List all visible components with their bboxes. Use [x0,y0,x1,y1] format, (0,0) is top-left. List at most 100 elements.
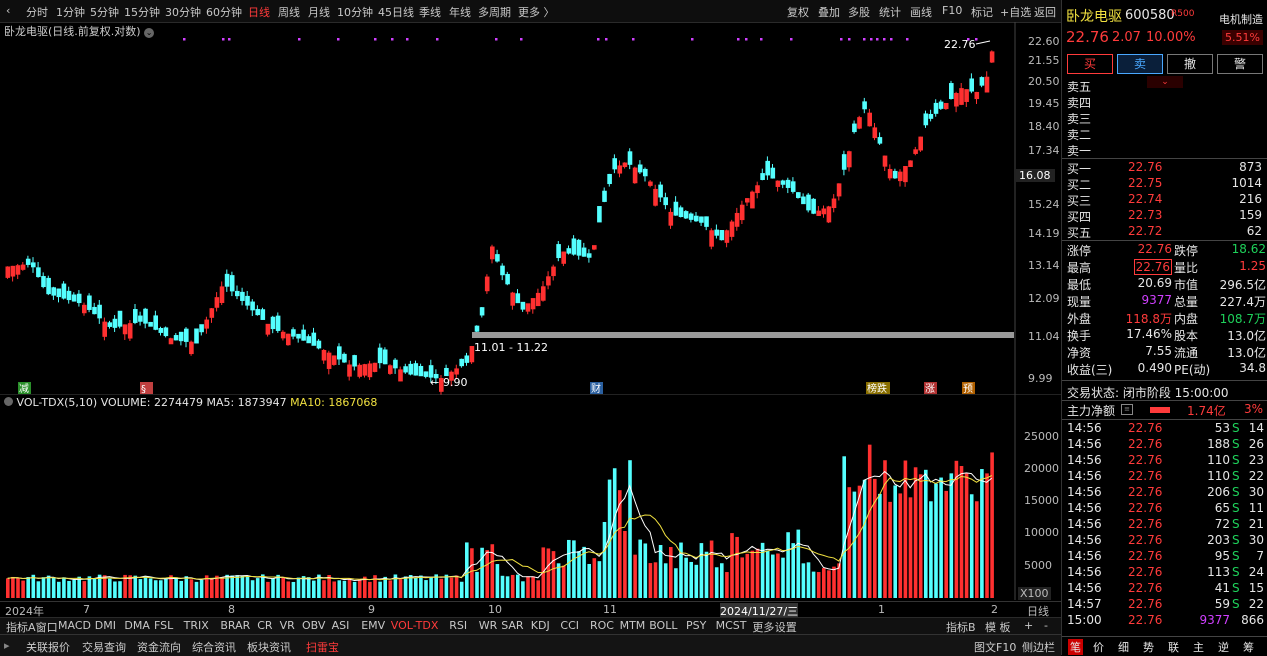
indicator-panel-control[interactable]: 指标B [946,621,976,634]
bid-volume: 159 [1239,208,1262,222]
period-tab-daily[interactable]: 日线 [248,6,270,19]
stats-button[interactable]: 统计 [879,6,901,19]
overlay-button[interactable]: 叠加 [818,6,840,19]
tick-time: 14:56 [1067,501,1102,515]
menu-icon[interactable]: ≡ [1121,404,1133,415]
volume-axis-label: 20000 [1024,462,1059,475]
indicator-tab[interactable]: DMI [94,619,117,632]
indicator-tab[interactable]: CR [257,619,273,632]
status-tab[interactable]: 关联报价 [26,641,70,654]
indicator-tab[interactable]: 设置 [774,621,797,634]
draw-button[interactable]: 画线 [910,6,932,19]
event-marker: 减 [19,383,29,395]
panel-footer-tab[interactable]: 价 [1093,641,1104,654]
indicator-tab[interactable]: MTM [619,619,646,632]
main-flow-bar [1150,407,1170,413]
return-button[interactable]: 返回 [1034,6,1056,19]
indicator-tab[interactable]: 指标A [6,621,36,634]
collapse-icon[interactable]: ⌄ [1147,76,1183,88]
indicator-tab[interactable]: PSY [686,619,707,632]
indicator-tab[interactable]: CCI [560,619,579,632]
indicator-tab[interactable]: MACD [58,619,91,632]
price-change: 2.07 [1112,30,1141,45]
indicator-tab[interactable]: WR [478,619,498,632]
f10-button[interactable]: F10 [942,4,963,17]
indicator-tab[interactable]: RSI [449,619,468,632]
period-tab[interactable]: 周线 [278,6,300,19]
volume-chart[interactable] [0,395,1061,600]
indicator-panel-control[interactable]: - [1044,619,1048,632]
indicator-tab[interactable]: KDJ [530,619,550,632]
adjust-button[interactable]: 复权 [787,6,809,19]
indicator-tab[interactable]: VOL-TDX [390,619,439,632]
candlestick-chart[interactable]: 22.76 9.90 ← 11.01 - 11.22 减 § 财 榜跌 涨 预 [0,22,1061,395]
volume-unit: X100 [1018,587,1051,600]
indicator-tab[interactable]: OBV [302,619,326,632]
period-tab[interactable]: 季线 [419,6,441,19]
status-tab[interactable]: 资金流向 [137,641,181,654]
status-tab[interactable]: 交易查询 [82,641,126,654]
expand-icon[interactable]: ▸ [4,639,10,652]
indicator-tab[interactable]: VR [279,619,295,632]
period-tab[interactable]: 1分钟 [56,6,85,19]
indicator-tab[interactable]: DMA [124,619,150,632]
panel-footer-tab[interactable]: 筹 [1243,641,1254,654]
indicator-tab[interactable]: ROC [590,619,614,632]
indicator-panel-control[interactable]: 模 板 [985,621,1011,634]
period-tab[interactable]: 10分钟 [337,6,373,19]
back-icon[interactable]: ‹ [6,4,11,17]
stat-label: 总量 [1174,295,1199,309]
period-tab[interactable]: 分时 [26,6,48,19]
period-tab[interactable]: 60分钟 [206,6,242,19]
buy-button[interactable]: 买 [1067,54,1113,74]
status-tab[interactable]: 板块资讯 [247,641,291,654]
period-tab[interactable]: 月线 [308,6,330,19]
volume-axis-label: 10000 [1024,526,1059,539]
indicator-tab[interactable]: EMV [361,619,386,632]
indicator-tab[interactable]: MCST [715,619,747,632]
chevron-down-icon[interactable]: ⌄ [144,28,155,38]
vol-ma10: MA10: 1867068 [290,396,378,409]
sector-name[interactable]: 电机制造 [1219,13,1263,26]
vol-info-icon[interactable] [4,397,13,406]
period-tab[interactable]: 5分钟 [90,6,119,19]
sidebar-toggle[interactable]: 侧边栏 [1022,641,1055,654]
panel-footer-tab[interactable]: 势 [1143,641,1154,654]
sell-button[interactable]: 卖 [1117,54,1163,74]
panel-footer-tab[interactable]: 主 [1193,641,1204,654]
indicator-tab[interactable]: FSL [154,619,174,632]
f10-link[interactable]: 图文F10 [974,641,1017,654]
indicator-tab[interactable]: 更多 [752,621,775,634]
price-axis-label: 18.40 [1028,120,1060,133]
tick-side: S [1232,501,1240,515]
period-tab[interactable]: 年线 [449,6,471,19]
date-label: 2024年 [5,605,44,618]
cancel-order-button[interactable]: 撤 [1167,54,1213,74]
panel-footer-tab[interactable]: 笔 [1068,639,1083,655]
indicator-tab[interactable]: BRAR [220,619,251,632]
period-tab[interactable]: 30分钟 [165,6,201,19]
period-tab-more[interactable]: 更多 〉 [518,6,555,19]
multi-stock-button[interactable]: 多股 [848,6,870,19]
status-tab-scan[interactable]: 扫雷宝 [306,641,339,654]
panel-footer-tab[interactable]: 逆 [1218,641,1229,654]
indicator-tab[interactable]: BOLL [649,619,678,632]
indicator-panel-control[interactable]: + [1024,619,1034,632]
period-tab[interactable]: 多周期 [478,6,511,19]
period-tab[interactable]: 15分钟 [124,6,160,19]
alert-button[interactable]: 警 [1217,54,1263,74]
event-marker: 涨 [925,383,935,395]
tick-count: 23 [1248,453,1264,467]
add-watchlist-button[interactable]: +自选 [1000,6,1032,19]
mark-button[interactable]: 标记 [971,6,993,19]
status-tab[interactable]: 综合资讯 [192,641,236,654]
panel-footer-tab[interactable]: 细 [1118,641,1129,654]
panel-footer-tab[interactable]: 联 [1168,641,1179,654]
period-tab[interactable]: 45日线 [378,6,414,19]
indicator-tab[interactable]: SAR [501,619,524,632]
indicator-tab[interactable]: 窗口 [35,621,58,634]
indicator-tab[interactable]: TRIX [183,619,209,632]
tick-price: 22.76 [1128,533,1163,547]
tick-volume: 188 [1207,437,1230,451]
indicator-tab[interactable]: ASI [331,619,350,632]
